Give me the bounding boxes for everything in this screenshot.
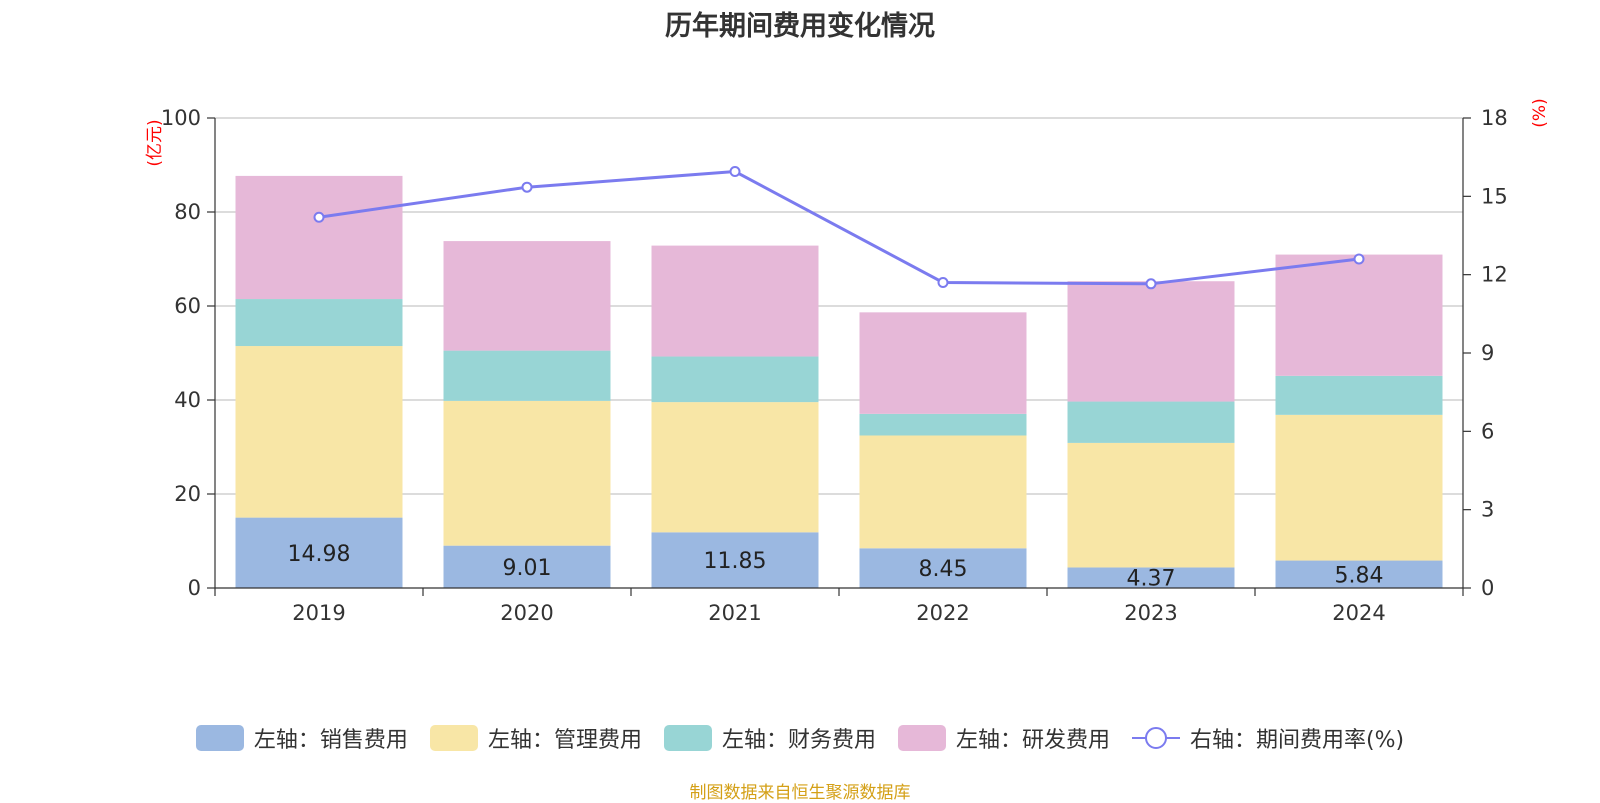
- x-tick-label: 2020: [500, 601, 553, 625]
- left-tick-label: 20: [174, 482, 201, 506]
- legend-item-rd[interactable]: 左轴：研发费用: [897, 722, 1110, 754]
- left-tick-label: 0: [188, 576, 201, 600]
- bar-segment: [859, 312, 1027, 414]
- x-tick-label: 2024: [1332, 601, 1385, 625]
- bar-segment: [651, 402, 819, 533]
- rate-point: [1145, 278, 1157, 290]
- bar-data-label: 8.45: [919, 557, 968, 582]
- right-tick-label: 9: [1481, 341, 1494, 365]
- legend-swatch-finance: [663, 725, 712, 751]
- bar-segment: [443, 545, 611, 588]
- right-unit-label: (%): [1530, 98, 1550, 127]
- bar-data-label: 5.84: [1335, 563, 1384, 588]
- bar-data-label: 11.85: [704, 549, 767, 574]
- rate-point: [1353, 253, 1365, 265]
- rate-point: [521, 181, 533, 193]
- bar-segment: [1275, 560, 1443, 588]
- bar-segment: [651, 245, 819, 357]
- bar-segment: [1275, 414, 1443, 561]
- legend-label-admin: 左轴：管理费用: [487, 728, 642, 753]
- legend-swatch-sales: [195, 725, 244, 751]
- left-tick-label: 80: [174, 200, 201, 224]
- legend-item-finance[interactable]: 左轴：财务费用: [663, 722, 876, 754]
- bar-segment: [1275, 375, 1443, 415]
- legend: 左轴：销售费用 左轴：管理费用 左轴：财务费用 左轴：研发费用 右轴：期间费用率…: [0, 722, 1600, 754]
- legend-item-rate[interactable]: 右轴：期间费用率(%): [1131, 722, 1405, 754]
- bar-segment: [443, 400, 611, 546]
- x-tick-label: 2021: [708, 601, 761, 625]
- legend-label-sales: 左轴：销售费用: [253, 728, 408, 753]
- right-tick-label: 18: [1481, 106, 1508, 130]
- bar-segment: [1067, 401, 1235, 443]
- bar-segment: [443, 350, 611, 401]
- legend-swatch-rd: [897, 725, 946, 751]
- legend-label-rate: 右轴：期间费用率(%): [1189, 728, 1405, 753]
- bar-segment: [1067, 567, 1235, 588]
- bar-segment: [1067, 281, 1235, 402]
- bar-segment: [651, 356, 819, 403]
- right-tick-label: 3: [1481, 498, 1494, 522]
- bar-segment: [235, 299, 403, 347]
- legend-label-rd: 左轴：研发费用: [955, 728, 1110, 753]
- bar-data-label: 4.37: [1127, 567, 1176, 592]
- left-unit-label: (亿元): [145, 119, 165, 166]
- bar-segment: [235, 346, 403, 518]
- bar-data-label: 14.98: [288, 542, 351, 567]
- bar-segment: [651, 532, 819, 588]
- legend-item-admin[interactable]: 左轴：管理费用: [429, 722, 642, 754]
- source-note: 制图数据来自恒生聚源数据库: [689, 783, 911, 803]
- rate-point: [937, 277, 949, 288]
- bars: [235, 175, 1443, 588]
- left-tick-label: 40: [174, 388, 201, 412]
- legend-swatch-admin: [429, 725, 478, 751]
- x-tick-label: 2022: [916, 601, 969, 625]
- left-tick-label: 60: [174, 294, 201, 318]
- bar-segment: [235, 517, 403, 588]
- rate-point: [313, 211, 325, 223]
- bar-data-label: 9.01: [503, 556, 552, 581]
- right-tick-label: 12: [1481, 263, 1508, 287]
- bar-segment: [1067, 442, 1235, 568]
- right-tick-label: 0: [1481, 576, 1494, 600]
- gridlines: [215, 117, 1463, 495]
- bar-segment: [443, 241, 611, 351]
- bar-segment: [859, 548, 1027, 588]
- axes: 0 20 40 60 80 100 0 3 6 9 12 15 18 (亿元) (%) 2019 2020 202…: [145, 98, 1550, 625]
- data-labels: 14.98 9.01 11.85 8.45 4.37 5.84: [288, 542, 1384, 592]
- chart-title: 历年期间费用变化情况: [665, 11, 935, 42]
- left-tick-label: 100: [161, 106, 201, 130]
- bar-segment: [1275, 254, 1443, 376]
- rate-line: [313, 166, 1365, 290]
- bar-segment: [859, 413, 1027, 436]
- line-marker-icon: [1131, 727, 1180, 749]
- rate-line-path: [318, 169, 1360, 286]
- right-tick-label: 6: [1481, 419, 1494, 443]
- right-tick-label: 15: [1481, 184, 1508, 208]
- bar-segment: [859, 435, 1027, 549]
- legend-label-finance: 左轴：财务费用: [721, 728, 876, 753]
- legend-item-sales[interactable]: 左轴：销售费用: [195, 722, 408, 754]
- x-tick-label: 2019: [292, 601, 345, 625]
- rate-point: [729, 166, 741, 178]
- bar-segment: [235, 175, 403, 300]
- x-tick-label: 2023: [1124, 601, 1177, 625]
